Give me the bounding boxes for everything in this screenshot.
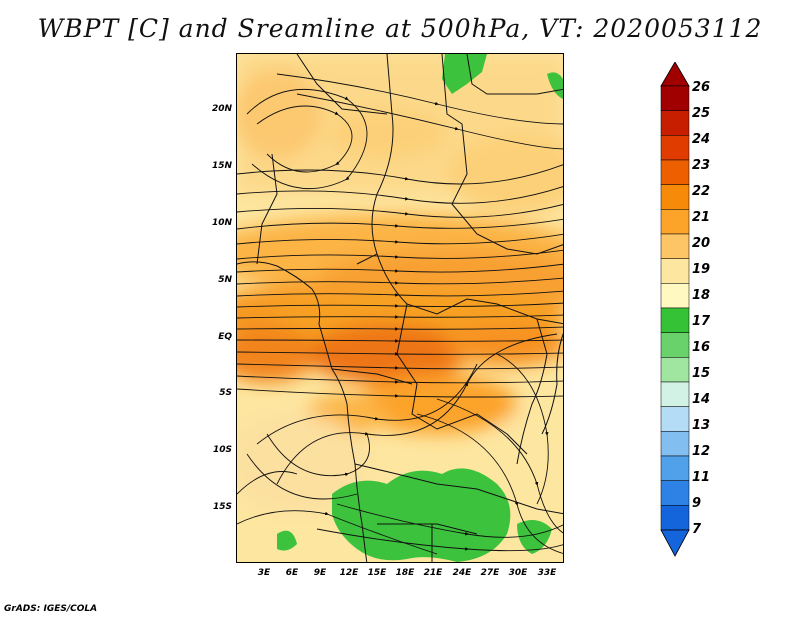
colorbar-label: 23	[692, 158, 711, 173]
colorbar-cell	[660, 505, 690, 531]
colorbar-label: 20	[692, 236, 711, 251]
lat-tick-label: 10N	[211, 218, 232, 228]
colorbar-cell	[660, 357, 690, 383]
lon-tick-label: 12E	[339, 568, 359, 578]
colorbar-label: 26	[692, 80, 711, 95]
colorbar-cell	[660, 332, 690, 358]
lon-tick-label: 6E	[285, 568, 299, 578]
lat-tick-label: 5S	[219, 388, 232, 398]
colorbar-cell	[660, 110, 690, 136]
colorbar-label: 19	[692, 262, 711, 277]
colorbar-label: 14	[692, 392, 711, 407]
wbpt-field	[237, 54, 563, 562]
lon-tick-label: 24E	[452, 568, 472, 578]
colorbar-cell	[660, 431, 690, 457]
colorbar-cell	[660, 233, 690, 259]
colorbar-cells	[660, 85, 690, 531]
colorbar-cell	[660, 480, 690, 506]
colorbar-label: 9	[692, 496, 702, 511]
chart-title: WBPT [C] and Sreamline at 500hPa, VT: 20…	[37, 14, 763, 43]
lon-tick-label: 18E	[395, 568, 415, 578]
colorbar-cell	[660, 406, 690, 432]
colorbar-label: 17	[692, 314, 711, 329]
lat-tick-label: 20N	[211, 104, 232, 114]
lon-tick-label: 3E	[257, 568, 271, 578]
colorbar-cell	[660, 184, 690, 210]
colorbar-cell	[660, 283, 690, 309]
colorbar-cell	[660, 381, 690, 407]
colorbar-label: 21	[692, 210, 711, 225]
colorbar-cell	[660, 85, 690, 111]
colorbar-label: 16	[692, 340, 711, 355]
colorbar-cell	[660, 307, 690, 333]
colorbar-cell	[660, 159, 690, 185]
colorbar-cell	[660, 135, 690, 161]
lat-tick-label: 15N	[211, 161, 232, 171]
lon-tick-label: 27E	[480, 568, 500, 578]
colorbar-label: 18	[692, 288, 711, 303]
colorbar-label: 12	[692, 444, 711, 459]
lat-tick-label: 15S	[212, 502, 232, 512]
colorbar-label: 22	[692, 184, 711, 199]
lon-tick-label: 21E	[423, 568, 443, 578]
grads-credit: GrADS: IGES/COLA	[4, 604, 98, 614]
colorbar-label: 11	[692, 470, 711, 485]
lon-tick-label: 9E	[313, 568, 327, 578]
map-panel	[236, 53, 564, 563]
colorbar-cell	[660, 209, 690, 235]
lon-tick-label: 30E	[508, 568, 528, 578]
streamlines	[237, 73, 563, 555]
colorbar-cell	[660, 258, 690, 284]
lon-tick-label: 33E	[537, 568, 557, 578]
lon-tick-label: 15E	[367, 568, 387, 578]
lat-tick-label: EQ	[218, 332, 232, 342]
colorbar-cell	[660, 455, 690, 481]
colorbar-label: 15	[692, 366, 711, 381]
colorbar-label: 7	[692, 522, 702, 537]
colorbar-label: 13	[692, 418, 711, 433]
colorbar-min-triangle	[660, 529, 690, 557]
colorbar-label: 24	[692, 132, 711, 147]
country-borders	[237, 54, 563, 562]
lat-tick-label: 10S	[212, 445, 232, 455]
colorbar	[660, 62, 690, 557]
colorbar-label: 25	[692, 106, 711, 121]
colorbar-max-triangle	[660, 62, 690, 87]
lat-tick-label: 5N	[218, 275, 232, 285]
